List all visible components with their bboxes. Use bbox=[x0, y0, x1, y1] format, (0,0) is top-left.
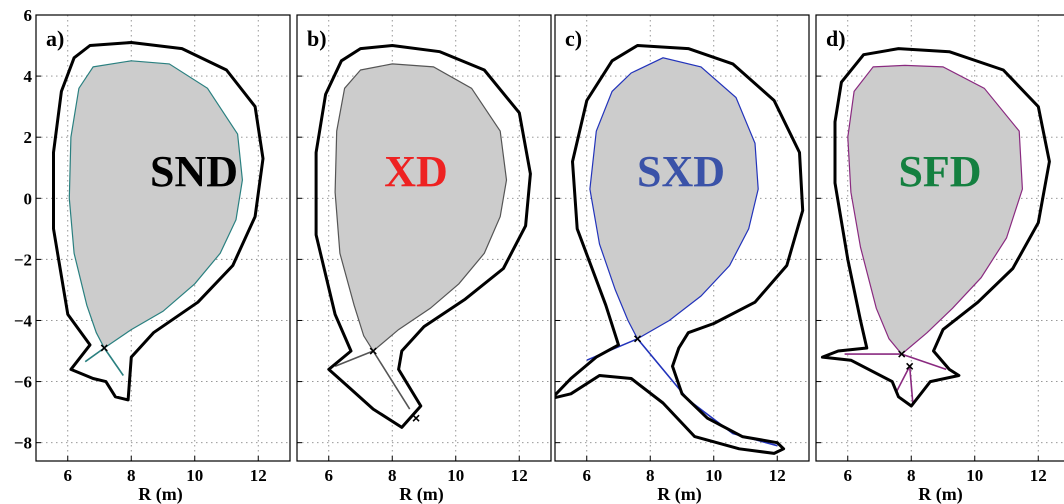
plasma-region bbox=[334, 63, 508, 352]
first-wall bbox=[555, 44, 805, 455]
panel-plot-area bbox=[36, 15, 290, 461]
first-wall bbox=[52, 41, 265, 402]
first-wall bbox=[314, 44, 532, 429]
first-wall bbox=[820, 47, 1051, 408]
x-axis-label: R (m) bbox=[138, 484, 182, 504]
x-axis-label: R (m) bbox=[399, 484, 443, 504]
x-tick-label: 12 bbox=[511, 466, 528, 485]
x-point-marker bbox=[369, 347, 377, 355]
x-tick-label: 12 bbox=[1030, 466, 1047, 485]
configuration-name: SND bbox=[150, 147, 238, 196]
panel-c: 6 8 10 12 R (m) c) SXD bbox=[554, 14, 810, 504]
panel-letter: a) bbox=[46, 26, 64, 51]
x-tick-label: 8 bbox=[388, 466, 397, 485]
panel-letter: d) bbox=[826, 26, 846, 51]
divertor-leg bbox=[103, 347, 124, 376]
x-tick-label: 10 bbox=[186, 466, 203, 485]
panel-a: 6 8 10 12 6 4 2 0 −2 −4 −6 −8 R (m) a) SND bbox=[14, 6, 291, 504]
y-tick-label: −8 bbox=[14, 434, 32, 453]
divertor-leg bbox=[901, 353, 947, 371]
configuration-name: XD bbox=[384, 147, 448, 196]
x-tick-label: 6 bbox=[325, 466, 334, 485]
y-tick-label: 4 bbox=[24, 67, 33, 86]
divertor-leg bbox=[908, 366, 914, 404]
plasma-region bbox=[847, 64, 1024, 355]
y-tick-label: 6 bbox=[24, 6, 33, 25]
x-tick-label: 12 bbox=[250, 466, 267, 485]
panel-frame bbox=[35, 14, 291, 462]
x-point-marker bbox=[633, 335, 642, 343]
panel-plot-area bbox=[555, 15, 809, 461]
panel-b: 6 8 10 12 R (m) b) XD bbox=[296, 14, 552, 504]
x-axis-label: R (m) bbox=[918, 484, 962, 504]
x-point-marker bbox=[412, 414, 420, 422]
panel-frame bbox=[554, 14, 810, 462]
panel-frame bbox=[296, 14, 552, 462]
x-tick-label: 6 bbox=[64, 466, 73, 485]
y-tick-label: −6 bbox=[14, 373, 32, 392]
panel-frame bbox=[815, 14, 1064, 462]
y-tick-label: 2 bbox=[24, 128, 33, 147]
panel-letter: c) bbox=[565, 26, 582, 51]
configuration-name: SFD bbox=[898, 147, 981, 196]
y-tick-label: −4 bbox=[14, 311, 33, 330]
x-tick-label: 8 bbox=[907, 466, 916, 485]
configuration-name: SXD bbox=[637, 147, 725, 196]
y-tick-label: −2 bbox=[14, 250, 32, 269]
x-tick-label: 8 bbox=[127, 466, 136, 485]
x-point-marker bbox=[898, 350, 906, 358]
x-point-marker bbox=[906, 362, 914, 370]
x-axis-label: R (m) bbox=[657, 484, 701, 504]
divertor-leg bbox=[636, 338, 778, 447]
x-tick-label: 8 bbox=[646, 466, 655, 485]
panel-plot-area bbox=[816, 15, 1064, 461]
panel-plot-area bbox=[297, 15, 551, 461]
plasma-region bbox=[68, 60, 244, 349]
y-tick-label: 0 bbox=[24, 189, 33, 208]
x-tick-label: 6 bbox=[844, 466, 853, 485]
x-tick-label: 10 bbox=[447, 466, 464, 485]
divertor-leg bbox=[334, 350, 374, 368]
x-tick-label: 12 bbox=[769, 466, 786, 485]
x-tick-label: 6 bbox=[583, 466, 592, 485]
plasma-region bbox=[589, 57, 759, 340]
panel-letter: b) bbox=[307, 26, 327, 51]
divertor-leg bbox=[896, 365, 911, 392]
divertor-leg bbox=[372, 350, 411, 410]
x-tick-label: 10 bbox=[966, 466, 983, 485]
x-tick-label: 10 bbox=[705, 466, 722, 485]
x-point-marker bbox=[100, 344, 108, 352]
panel-d: 6 8 10 12 R (m) d) SFD bbox=[815, 14, 1064, 504]
